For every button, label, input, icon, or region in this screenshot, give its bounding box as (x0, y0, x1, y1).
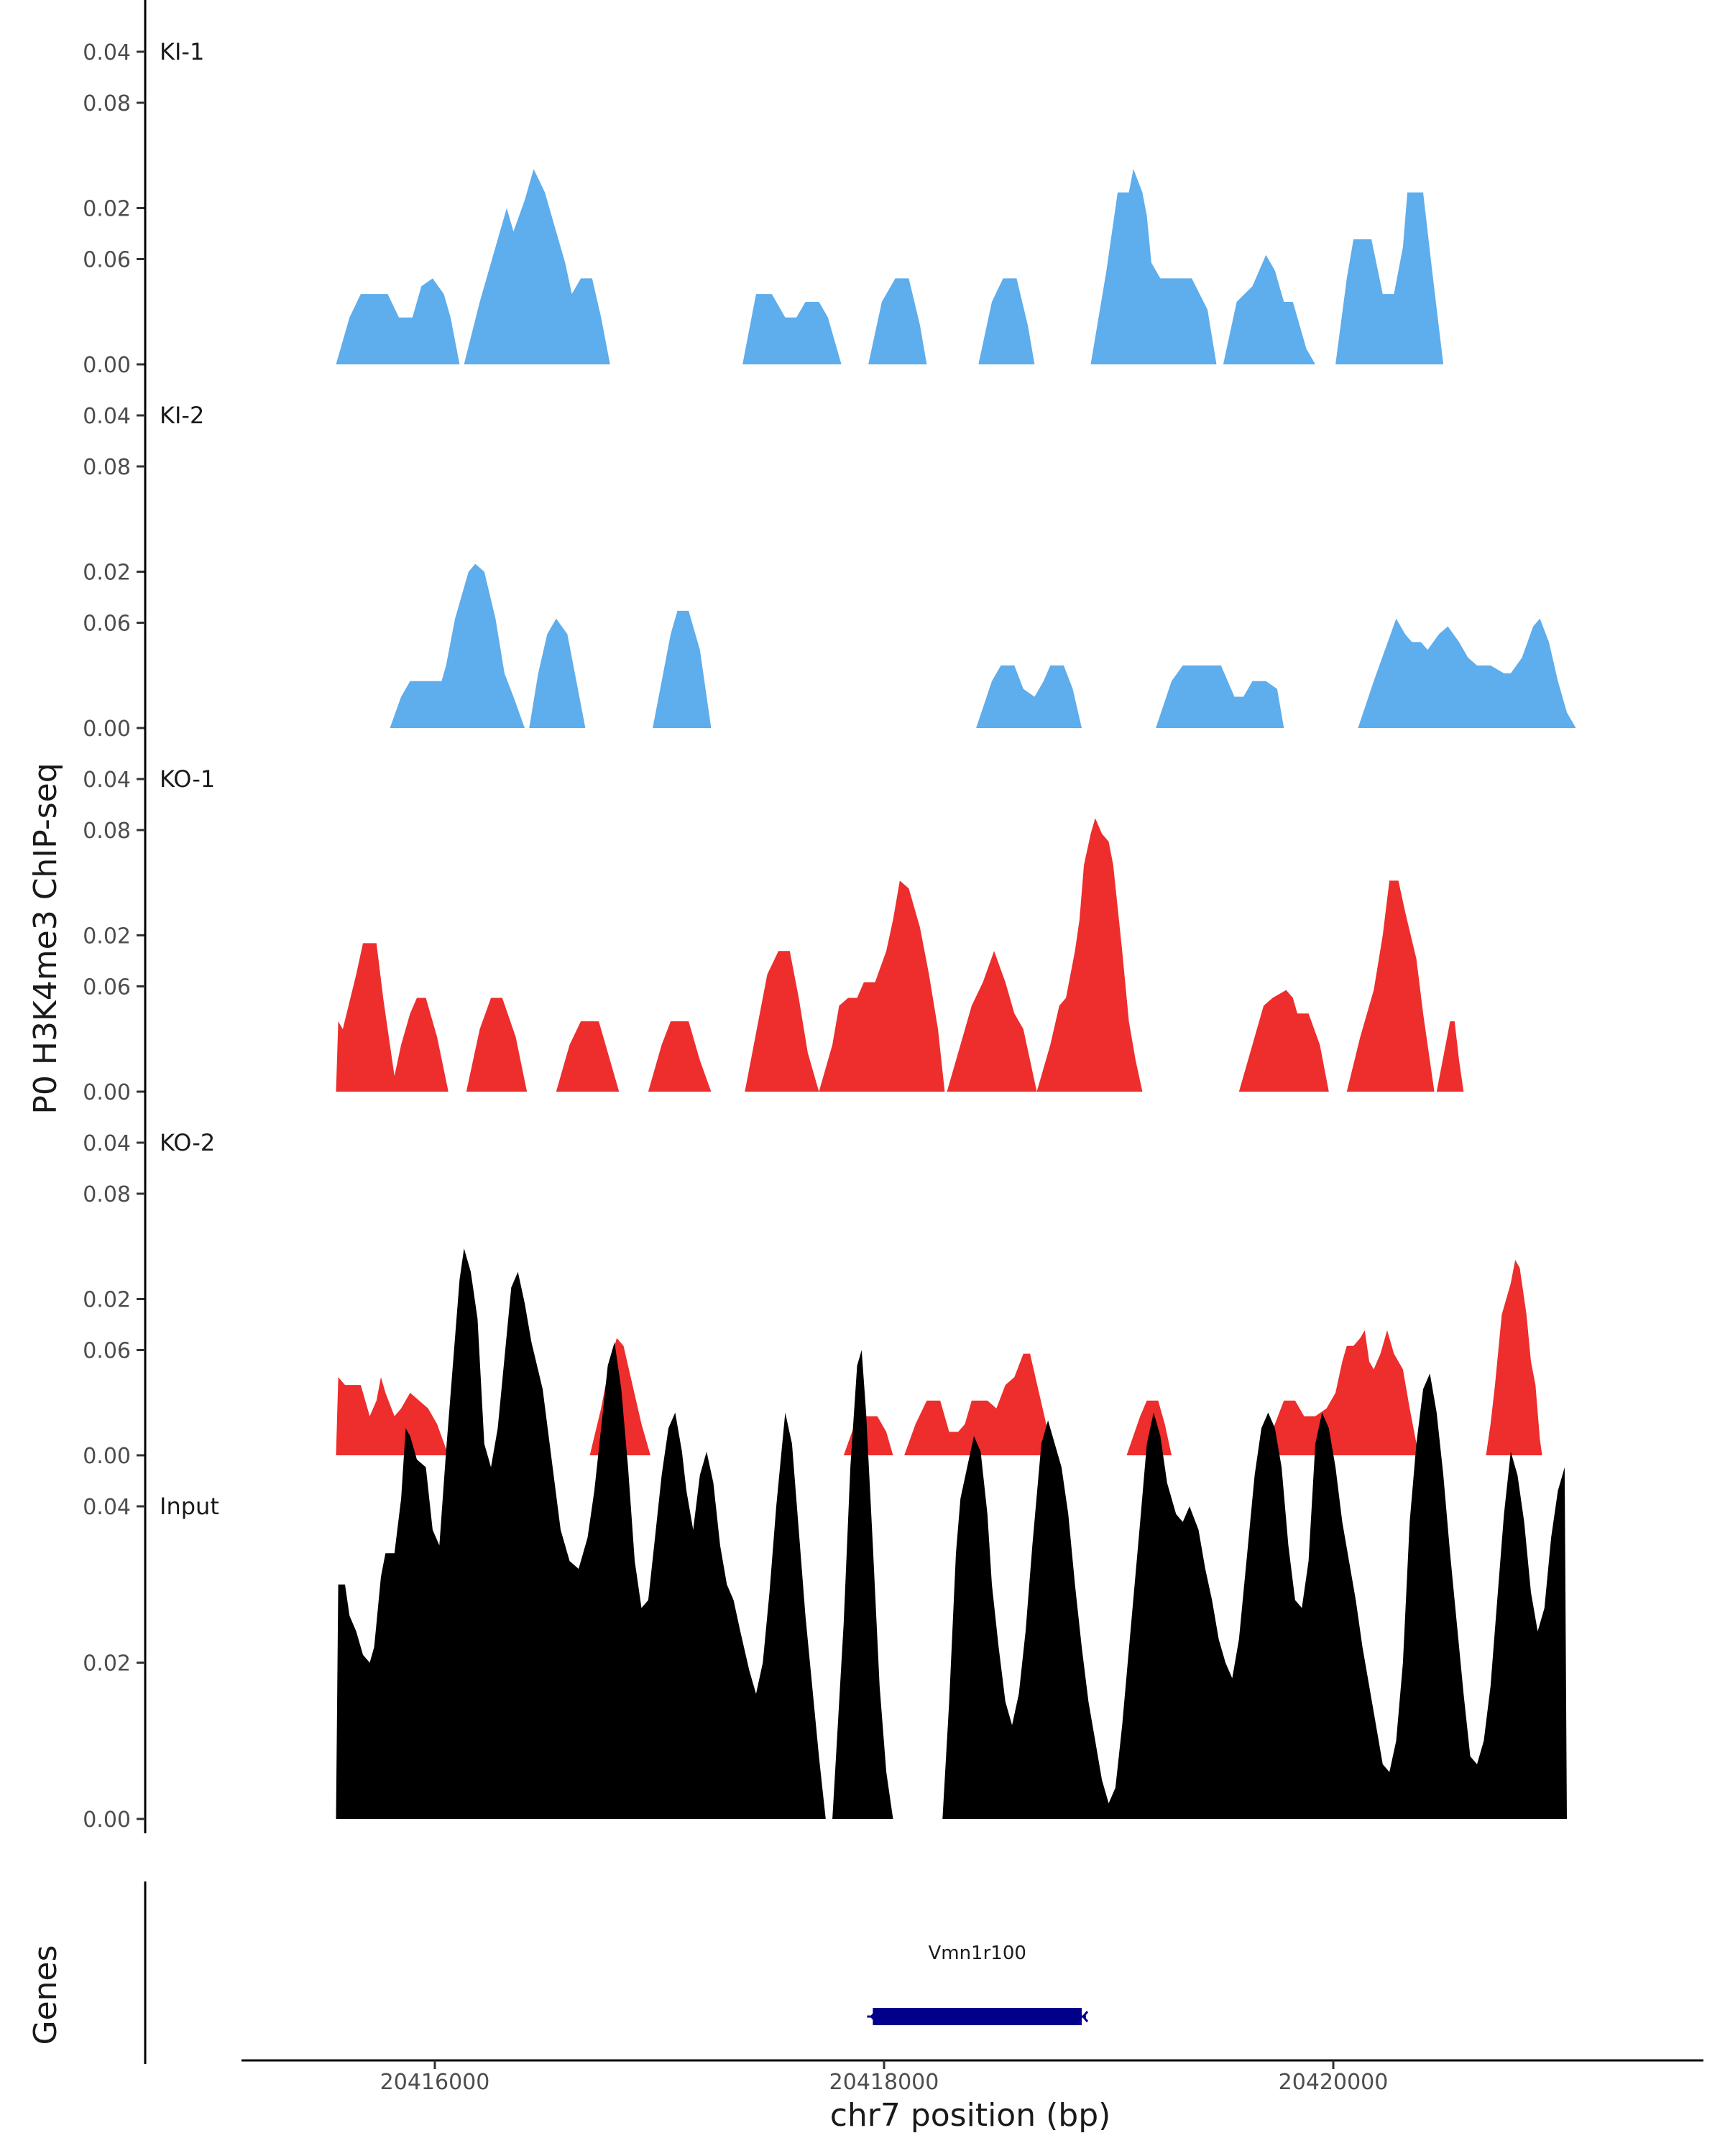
coverage-area-ki-2-5 (1358, 618, 1576, 728)
y-tick-label: 0.02 (83, 197, 131, 222)
coverage-tracks: 0.00 0.02 0.04 0.06 0.08 KI-1 0.00 0.02 0.04 0.06… (83, 0, 1576, 1833)
track-panel-ko-1: 0.00 0.02 0.04 0.06 0.08 KO-1 (83, 431, 1464, 1106)
y-tick-label: 0.04 (83, 40, 131, 65)
y-tick-label: 0.04 (83, 1495, 131, 1520)
coverage-area-ko-2-5 (1261, 1330, 1419, 1455)
coverage-area-ki-2-0 (390, 563, 525, 728)
y-tick-label: 0.00 (83, 353, 131, 378)
x-tick-label: 20418000 (829, 2070, 939, 2095)
coverage-area-ko-2-2 (843, 1416, 893, 1455)
gene-label: Vmn1r100 (928, 1943, 1026, 1964)
track-label: KI-1 (160, 38, 204, 65)
y-tick-label: 0.06 (83, 248, 131, 273)
track-panel-ko-2: 0.00 0.02 0.04 0.06 0.08 KO-2 (83, 795, 1542, 1470)
y-tick-label: 0.04 (83, 1131, 131, 1156)
coverage-area-ki-2-1 (529, 618, 586, 728)
y-tick-label: 0.00 (83, 1807, 131, 1833)
coverage-area-ki-1-4 (978, 278, 1035, 364)
y-tick-label: 0.08 (83, 819, 131, 844)
y-tick-label: 0.02 (83, 924, 131, 949)
track-label: KO-2 (160, 1129, 215, 1156)
y-tick-label: 0.00 (83, 1444, 131, 1469)
y-tick-label: 0.06 (83, 1339, 131, 1364)
genes-panel: Genes Vmn1r100 (27, 1881, 1089, 2064)
coverage-area-ki-1-5 (1090, 169, 1217, 364)
coverage-area-ko-1-9 (1346, 880, 1435, 1092)
track-label: Input (160, 1493, 219, 1520)
coverage-area-ko-1-10 (1436, 1021, 1464, 1092)
coverage-area-ki-1-3 (868, 278, 927, 364)
coverage-area-ko-2-3 (904, 1353, 1057, 1455)
coverage-area-ko-1-7 (1036, 818, 1143, 1092)
x-tick-label: 20420000 (1279, 2070, 1389, 2095)
gene-strand-arrow (1082, 2011, 1089, 2022)
y-tick-label: 0.02 (83, 561, 131, 586)
y-tick-label: 0.06 (83, 612, 131, 637)
x-tick-label: 20416000 (380, 2070, 490, 2095)
coverage-area-ko-1-3 (648, 1021, 712, 1092)
y-tick-label: 0.02 (83, 1651, 131, 1677)
track-label: KO-1 (160, 765, 215, 793)
y-axis-title: P0 H3K4me3 ChIP-seq (27, 763, 64, 1114)
x-axis: 20416000 20418000 20420000 (242, 2059, 1703, 2095)
coverage-area-ko-2-0 (336, 1377, 448, 1455)
y-tick-label: 0.04 (83, 768, 131, 793)
coverage-area-ki-2-4 (1156, 665, 1284, 728)
track-panel-ki-1: 0.00 0.02 0.04 0.06 0.08 KI-1 (83, 0, 1444, 379)
coverage-area-input-2 (942, 1373, 1567, 1819)
coverage-area-ko-1-6 (947, 951, 1037, 1092)
y-tick-label: 0.08 (83, 1182, 131, 1207)
coverage-area-ko-1-4 (745, 951, 819, 1092)
coverage-area-ki-1-0 (336, 278, 460, 364)
gene-models: Vmn1r100 (867, 1943, 1089, 2025)
y-tick-label: 0.02 (83, 1288, 131, 1313)
coverage-area-ko-1-8 (1238, 990, 1329, 1092)
gene-vmn1r100: Vmn1r100 (867, 1943, 1089, 2025)
coverage-area-input-0 (336, 1248, 826, 1819)
track-panel-input: 0.00 0.02 0.04 0.06 0.08 Input (83, 1158, 1567, 1833)
coverage-area-ko-1-1 (466, 998, 528, 1092)
track-panel-ki-2: 0.00 0.02 0.04 0.06 0.08 KI-2 (83, 68, 1576, 742)
gene-strand-arrow (870, 2011, 877, 2022)
coverage-area-ko-1-0 (336, 943, 448, 1092)
y-tick-label: 0.06 (83, 975, 131, 1000)
coverage-area-ki-2-2 (653, 610, 712, 728)
y-tick-label: 0.04 (83, 404, 131, 429)
y-tick-label: 0.08 (83, 91, 131, 116)
track-label: KI-2 (160, 402, 204, 429)
y-tick-label: 0.00 (83, 1080, 131, 1105)
y-tick-label: 0.00 (83, 717, 131, 742)
coverage-area-ko-1-5 (819, 880, 945, 1092)
coverage-area-ki-1-2 (742, 294, 842, 364)
x-axis-title: chr7 position (bp) (830, 2097, 1111, 2134)
coverage-area-ko-1-2 (556, 1021, 620, 1092)
coverage-area-ki-1-6 (1223, 254, 1315, 364)
coverage-area-ki-2-3 (976, 665, 1082, 728)
coverage-area-ko-2-6 (1486, 1260, 1542, 1455)
y-tick-label: 0.08 (83, 455, 131, 480)
coverage-area-ki-1-1 (464, 169, 610, 364)
genes-panel-title: Genes (27, 1945, 64, 2045)
coverage-area-input-1 (832, 1350, 893, 1819)
coverage-area-ki-1-7 (1335, 192, 1444, 364)
